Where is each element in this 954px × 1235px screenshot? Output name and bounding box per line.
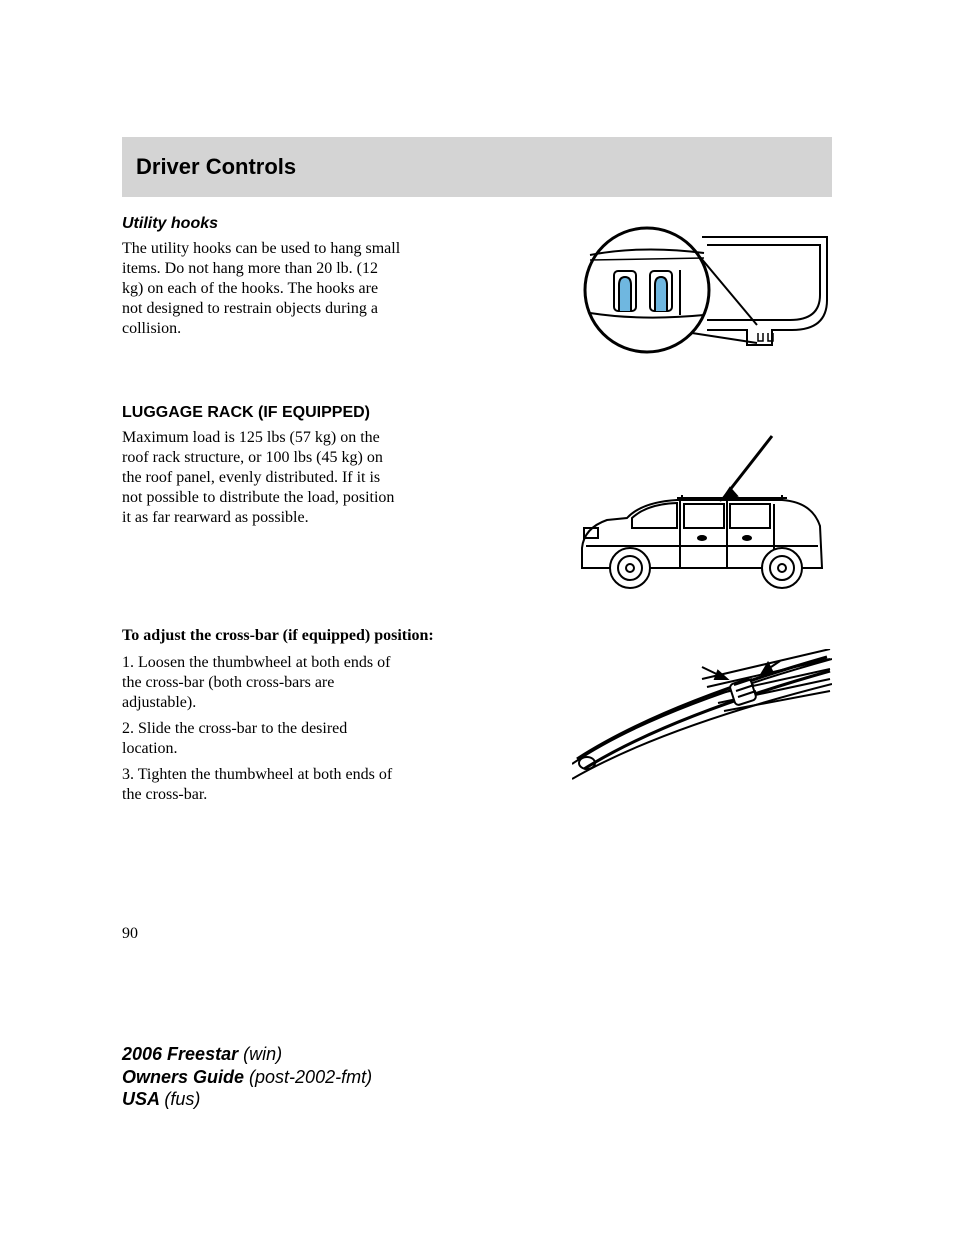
footer-region: USA [122, 1089, 164, 1109]
page-content: Driver Controls [122, 137, 832, 835]
utility-hooks-illustration [572, 215, 832, 380]
crossbar-illustration [572, 649, 832, 799]
crossbar-step-1: 1. Loosen the thumbwheel at both ends of… [122, 653, 402, 713]
footer-region-code: (fus) [164, 1089, 200, 1109]
body-content: Utility hooks The utility hooks can be u… [122, 197, 832, 811]
luggage-rack-heading: LUGGAGE RACK (IF EQUIPPED) [122, 404, 832, 422]
footer-line-3: USA (fus) [122, 1088, 372, 1111]
footer-line-2: Owners Guide (post-2002-fmt) [122, 1066, 372, 1089]
crossbar-step-2: 2. Slide the cross-bar to the desired lo… [122, 719, 402, 759]
section-header-title: Driver Controls [136, 154, 296, 180]
footer: 2006 Freestar (win) Owners Guide (post-2… [122, 1043, 372, 1111]
crossbar-step-3: 3. Tighten the thumbwheel at both ends o… [122, 765, 402, 805]
luggage-rack-illustration [572, 428, 832, 603]
page-number: 90 [122, 925, 138, 943]
luggage-rack-section: LUGGAGE RACK (IF EQUIPPED) [122, 404, 832, 603]
utility-hooks-body: The utility hooks can be used to hang sm… [122, 239, 402, 339]
footer-model-code: (win) [243, 1044, 282, 1064]
footer-line-1: 2006 Freestar (win) [122, 1043, 372, 1066]
luggage-rack-body: Maximum load is 125 lbs (57 kg) on the r… [122, 428, 402, 528]
footer-model: 2006 Freestar [122, 1044, 243, 1064]
section-header-bar: Driver Controls [122, 137, 832, 197]
footer-guide-code: (post-2002-fmt) [249, 1067, 372, 1087]
crossbar-section: To adjust the cross-bar (if equipped) po… [122, 627, 832, 811]
utility-hooks-section: Utility hooks The utility hooks can be u… [122, 215, 832, 380]
footer-guide: Owners Guide [122, 1067, 249, 1087]
crossbar-heading: To adjust the cross-bar (if equipped) po… [122, 627, 832, 645]
